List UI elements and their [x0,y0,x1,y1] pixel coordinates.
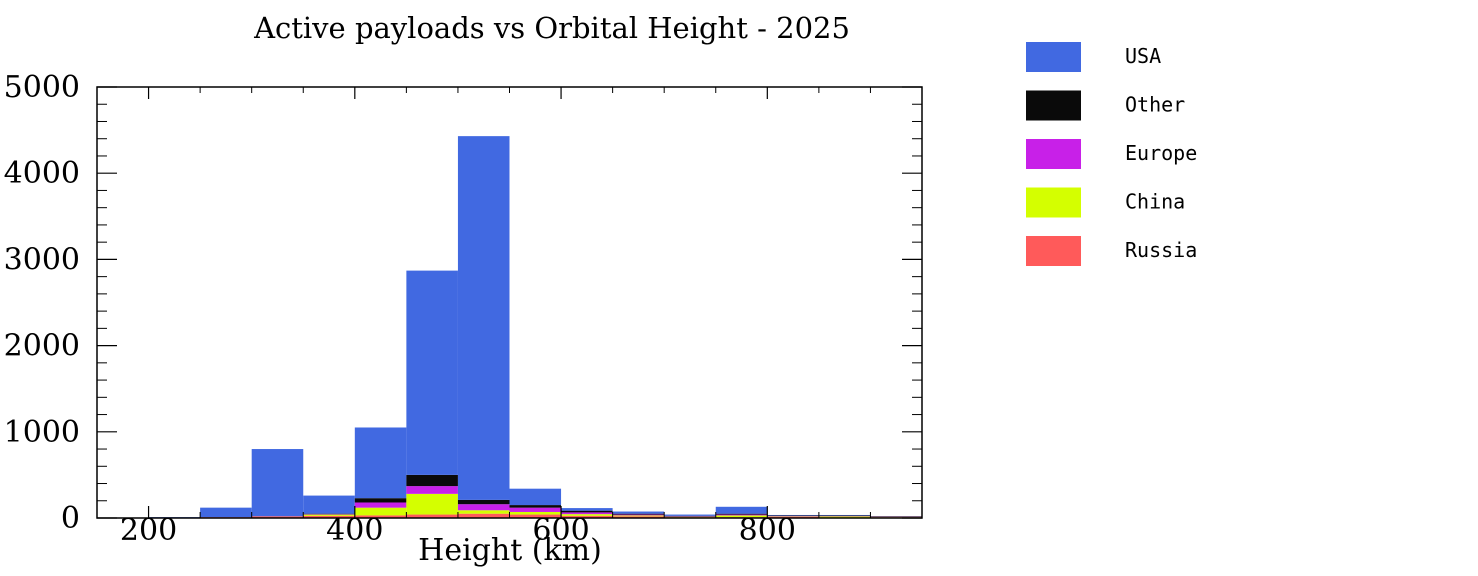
bar-other-650 [612,513,665,515]
legend-label-russia: Russia [1125,238,1197,262]
bar-europe-750 [715,514,768,516]
bar-europe-700 [664,516,716,517]
bar-russia-550 [509,514,562,518]
y-tick-label: 1000 [4,415,80,450]
bar-china-650 [612,515,665,517]
bar-europe-350 [303,514,355,515]
bar-russia-350 [303,515,355,518]
legend-swatch-china [1026,187,1081,218]
bar-europe-900 [870,516,922,518]
bar-china-750 [715,515,768,518]
legend-label-usa: USA [1125,44,1161,68]
bars-layer [148,136,922,519]
bar-usa-800 [767,514,819,516]
bar-china-500 [457,510,510,514]
y-tick-label: 0 [61,501,80,536]
bar-russia-600 [561,515,613,518]
bar-usa-350 [303,495,355,514]
bar-russia-500 [457,513,510,518]
bar-usa-750 [715,506,768,514]
bar-china-700 [664,516,716,518]
legend-swatch-other [1026,90,1081,121]
bar-other-400 [354,498,407,503]
bar-china-450 [406,493,458,515]
bar-usa-450 [406,270,458,475]
bar-other-500 [457,499,510,505]
bar-usa-850 [818,514,871,516]
bar-usa-650 [612,511,665,514]
y-tick-label: 5000 [4,70,80,105]
bar-other-700 [664,515,716,517]
bar-other-800 [767,515,819,516]
bar-other-350 [303,513,355,515]
bar-europe-500 [457,504,510,511]
legend-swatch-usa [1026,42,1081,72]
bar-russia-650 [612,516,665,518]
bar-china-850 [818,516,871,518]
bar-other-550 [509,505,562,508]
bar-other-450 [406,474,458,487]
legend-label-china: China [1125,190,1185,214]
bar-usa-700 [664,514,716,516]
ticks-layer [96,86,923,519]
legend-swatch-russia [1026,236,1081,266]
bar-china-400 [354,507,407,516]
y-tick-label: 3000 [4,242,80,277]
bar-china-800 [767,516,819,517]
x-tick-label: 600 [532,513,589,548]
bar-china-550 [509,511,562,515]
bar-other-850 [818,515,871,516]
bar-europe-600 [561,512,613,515]
bar-usa-250 [200,507,252,518]
bar-russia-400 [354,515,407,518]
bar-usa-550 [509,488,562,506]
bar-usa-500 [457,136,510,500]
bar-europe-450 [406,486,458,494]
bar-europe-800 [767,515,819,517]
bar-russia-300 [251,516,304,518]
legend: USA Other Europe China Russia [1026,42,1197,266]
labels-layer: 200 400 600 800 0 1000 2000 3000 4000 5000 [4,70,796,548]
legend-label-europe: Europe [1125,141,1197,165]
bar-europe-400 [354,502,407,508]
bar-other-600 [561,510,613,513]
bar-europe-650 [612,514,665,516]
bar-china-350 [303,514,355,516]
legend-swatch-europe [1026,139,1081,169]
bar-usa-300 [251,449,304,517]
bar-usa-600 [561,508,613,511]
x-axis-label: Height (km) [418,533,602,568]
y-tick-label: 2000 [4,329,80,364]
bar-other-900 [870,516,922,517]
x-tick-label: 800 [739,513,796,548]
chart-title: Active payloads vs Orbital Height - 2025 [253,11,850,45]
legend-label-other: Other [1125,93,1185,117]
x-tick-label: 200 [120,513,177,548]
bar-other-750 [715,513,768,515]
bar-usa-400 [354,427,407,499]
bar-china-600 [561,514,613,516]
x-tick-label: 400 [326,513,383,548]
y-tick-label: 4000 [4,156,80,191]
bar-russia-450 [406,514,458,518]
bar-europe-550 [509,507,562,512]
bar-europe-850 [818,515,871,517]
